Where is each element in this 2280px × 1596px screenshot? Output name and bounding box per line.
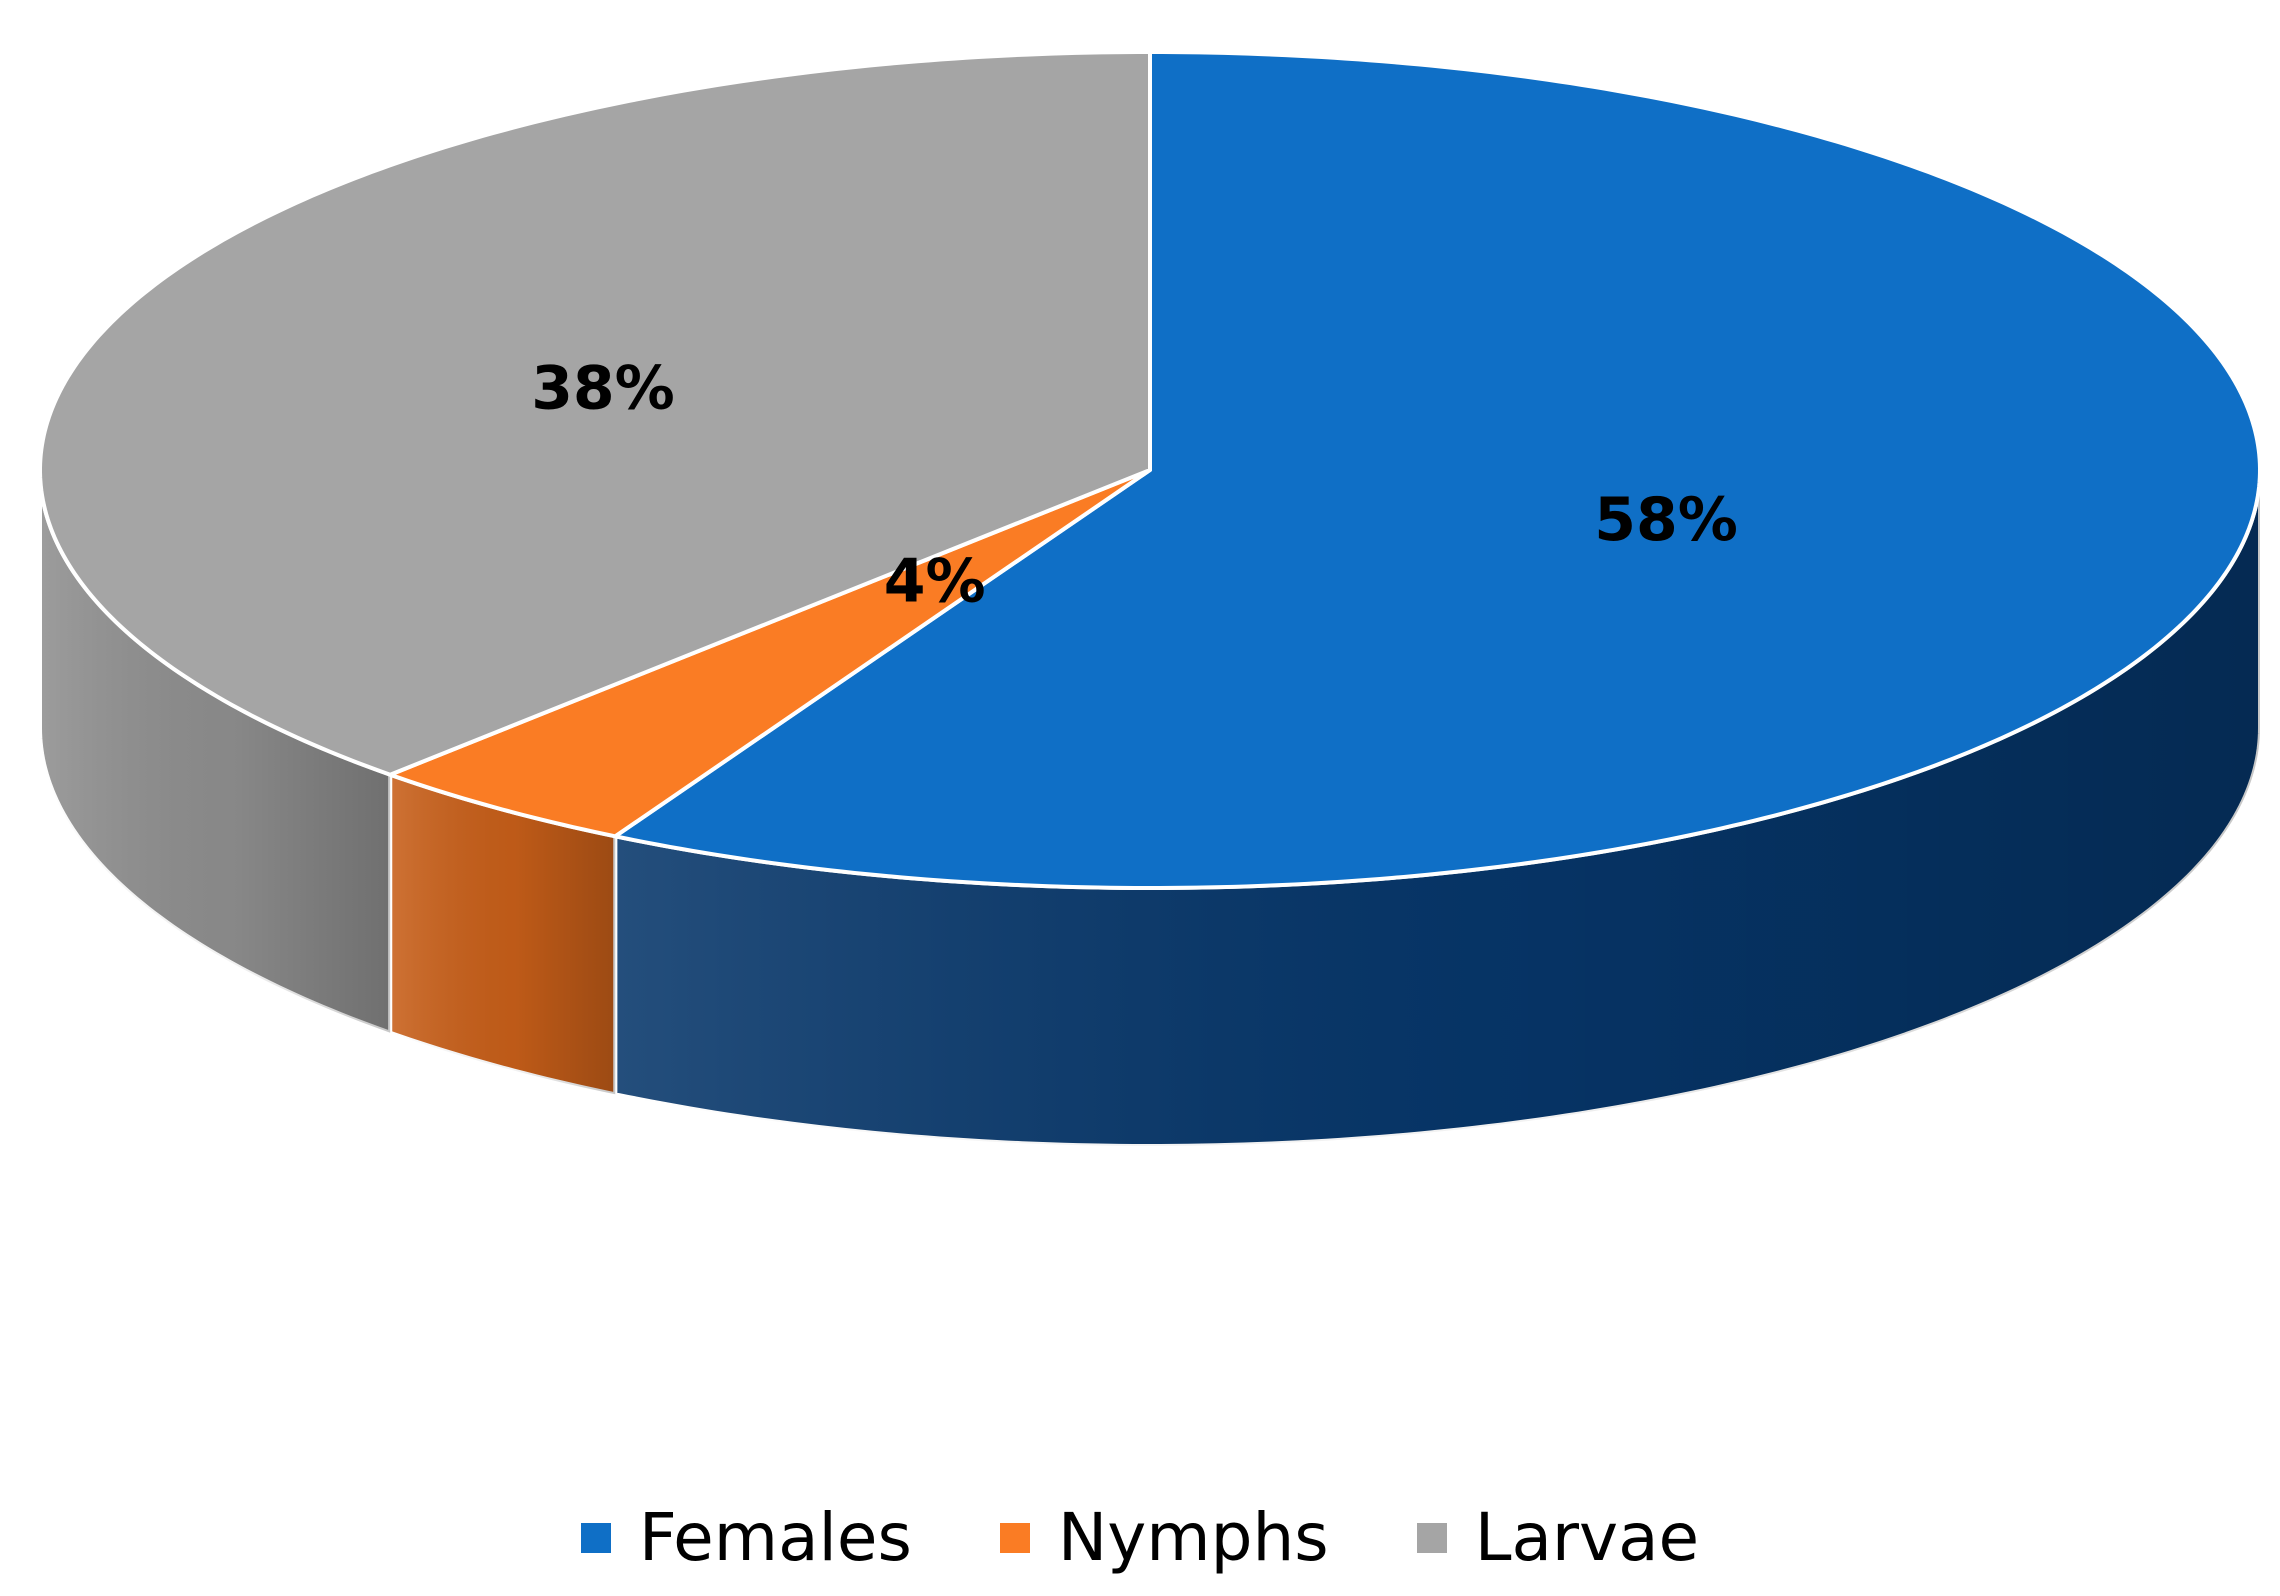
pie-slices <box>38 50 2262 890</box>
legend-item-larvae: Larvae <box>1416 1499 1700 1576</box>
pie-side-larvae-shading <box>40 470 391 1033</box>
data-label-nymphs: 4% <box>884 547 986 617</box>
data-label-females: 58% <box>1594 485 1738 555</box>
legend-label-larvae: Larvae <box>1474 1499 1700 1576</box>
pie-sides <box>38 468 2262 1148</box>
pie-slice-larvae <box>38 50 1152 777</box>
pie-slice-females <box>613 50 2262 890</box>
pie-side-females-shading <box>615 470 2260 1146</box>
data-label-larvae: 38% <box>531 353 675 423</box>
legend-item-nymphs: Nymphs <box>999 1499 1329 1576</box>
legend-swatch-nymphs <box>999 1523 1030 1553</box>
legend-label-nymphs: Nymphs <box>1057 1499 1329 1576</box>
legend-item-females: Females <box>580 1499 912 1576</box>
pie-side-nymphs-shading <box>390 774 616 1095</box>
legend: Females Nymphs Larvae <box>0 1493 2280 1583</box>
pie-data-labels: 58% 4% 38% <box>531 353 1738 616</box>
legend-swatch-females <box>580 1523 611 1553</box>
legend-label-females: Females <box>638 1499 912 1576</box>
pie-slice-nymphs <box>388 468 1152 839</box>
legend-swatch-larvae <box>1416 1523 1447 1553</box>
